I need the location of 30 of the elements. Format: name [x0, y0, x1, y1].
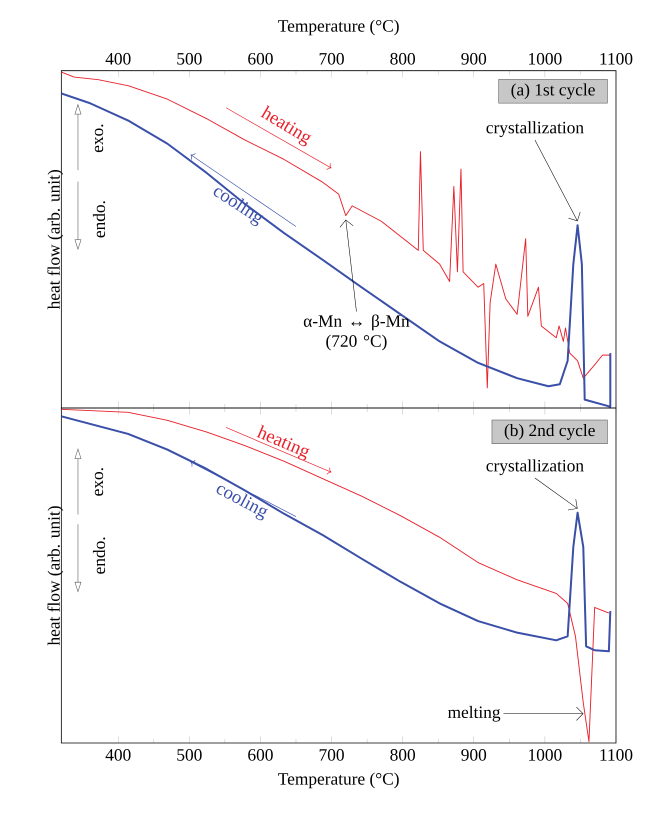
- annotation: crystallization: [486, 121, 584, 138]
- x-tick-label: 600: [248, 749, 273, 761]
- annotation: melting: [448, 706, 500, 722]
- x-tick-label: 900: [461, 52, 486, 65]
- annotation: exo.: [94, 124, 104, 152]
- annotation: crystallization: [486, 459, 584, 476]
- x-tick-label: 1000: [529, 749, 562, 761]
- x-tick-label: 600: [248, 52, 273, 65]
- x-tick-label: 1100: [600, 52, 632, 65]
- x-tick-label: 700: [320, 52, 344, 65]
- x-tick-label: 900: [461, 749, 486, 761]
- x-tick-label: 400: [106, 52, 131, 65]
- x-tick-label: 500: [177, 749, 202, 761]
- x-tick-label: 700: [320, 749, 344, 761]
- annotation: exo.: [94, 468, 104, 496]
- x-axis-title: Temperature (°C): [278, 20, 399, 36]
- annotation: endo.: [92, 538, 106, 574]
- x-axis-title: Temperature (°C): [278, 772, 399, 788]
- x-tick-label: 800: [390, 749, 415, 761]
- annotation: (a) 1st cycle: [511, 83, 595, 100]
- x-tick-label: 800: [390, 52, 415, 65]
- annotation: (b) 2nd cycle: [504, 424, 595, 440]
- annotation: endo.: [92, 201, 106, 238]
- x-tick-label: 500: [177, 52, 202, 65]
- x-tick-label: 400: [106, 749, 131, 761]
- x-tick-label: 1100: [600, 749, 632, 761]
- x-tick-label: 1000: [529, 52, 562, 65]
- annotation: α-Mn ↔ β-Mn (720 °C): [304, 314, 410, 350]
- y-axis-title: heat flow (arb. unit): [47, 170, 64, 310]
- y-axis-title: heat flow (arb. unit): [47, 506, 64, 646]
